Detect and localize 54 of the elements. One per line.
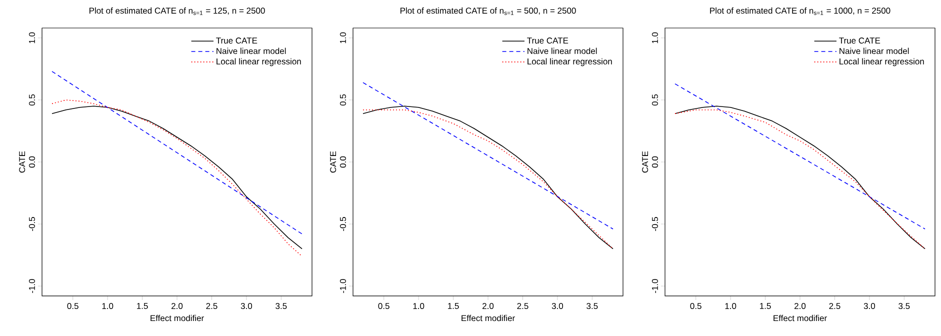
y-tick-label: 0.5 bbox=[340, 94, 346, 106]
legend-label: Local linear regression bbox=[840, 58, 924, 66]
legend-label: Naive linear model bbox=[528, 48, 597, 54]
x-tick-label: 1.5 bbox=[137, 303, 148, 309]
x-tick-label: 1.5 bbox=[448, 303, 459, 309]
x-axis-title: Effect modifier bbox=[150, 314, 204, 322]
x-tick-label: 2.5 bbox=[829, 303, 840, 310]
x-tick-label: 3.5 bbox=[276, 303, 287, 310]
x-tick-label: 3.0 bbox=[864, 303, 876, 310]
x-tick-label: 2.0 bbox=[482, 303, 494, 310]
y-tick-label: -0.5 bbox=[652, 217, 658, 231]
legend-label: True CATE bbox=[527, 38, 568, 44]
x-tick-label: 3.0 bbox=[240, 303, 252, 310]
y-axis-title: CATE bbox=[642, 151, 648, 173]
y-tick-label: 0.0 bbox=[652, 156, 658, 168]
y-axis-title: CATE bbox=[19, 151, 26, 173]
y-tick-label: -0.5 bbox=[28, 217, 35, 231]
legend-label: Local linear regression bbox=[528, 58, 612, 66]
y-axis-title: CATE bbox=[330, 151, 336, 173]
legend-label: Local linear regression bbox=[216, 58, 301, 66]
x-tick-label: 2.0 bbox=[794, 303, 806, 310]
x-axis-title: Effect modifier bbox=[462, 314, 515, 322]
x-tick-label: 3.0 bbox=[552, 303, 564, 310]
x-tick-label: 2.5 bbox=[206, 303, 218, 310]
chart-title: Plot of estimated CATE of n$_{s=1}$ = 1000, n = 2500 bbox=[710, 7, 890, 15]
y-tick-label: 1.0 bbox=[28, 32, 35, 44]
chart-title: Plot of estimated CATE of n$_{s=1}$ = 500, n = 2500 bbox=[400, 7, 576, 15]
x-tick-label: 2.5 bbox=[517, 303, 528, 310]
x-tick-label: 0.5 bbox=[378, 303, 390, 310]
y-tick-label: -1.0 bbox=[652, 279, 658, 294]
x-tick-label: 1.0 bbox=[102, 303, 114, 310]
y-tick-label: -0.5 bbox=[340, 217, 346, 231]
y-tick-label: 0.5 bbox=[28, 94, 35, 106]
legend-label: True CATE bbox=[839, 38, 880, 44]
y-tick-label: 1.0 bbox=[340, 32, 346, 44]
y-tick-label: 0.5 bbox=[652, 94, 658, 106]
legend-label: True CATE bbox=[216, 38, 258, 44]
x-axis-title: Effect modifier bbox=[774, 314, 827, 322]
y-tick-label: 0.0 bbox=[340, 156, 346, 168]
legend-label: Naive linear model bbox=[216, 48, 286, 54]
x-tick-label: 0.5 bbox=[67, 303, 78, 310]
x-tick-label: 0.5 bbox=[690, 303, 702, 310]
x-tick-label: 3.5 bbox=[586, 303, 598, 310]
y-tick-label: 1.0 bbox=[652, 32, 658, 44]
y-tick-label: -1.0 bbox=[340, 279, 346, 294]
legend-label: Naive linear model bbox=[840, 48, 909, 54]
x-tick-label: 1.0 bbox=[725, 303, 736, 310]
x-tick-label: 2.0 bbox=[172, 303, 183, 310]
x-tick-label: 1.0 bbox=[413, 303, 424, 310]
x-tick-label: 3.5 bbox=[898, 303, 910, 310]
y-tick-label: 0.0 bbox=[28, 156, 35, 168]
x-tick-label: 1.5 bbox=[760, 303, 771, 309]
y-tick-label: -1.0 bbox=[28, 279, 35, 294]
chart-title: Plot of estimated CATE of n$_{s=1}$ = 125, n = 2500 bbox=[89, 7, 265, 15]
